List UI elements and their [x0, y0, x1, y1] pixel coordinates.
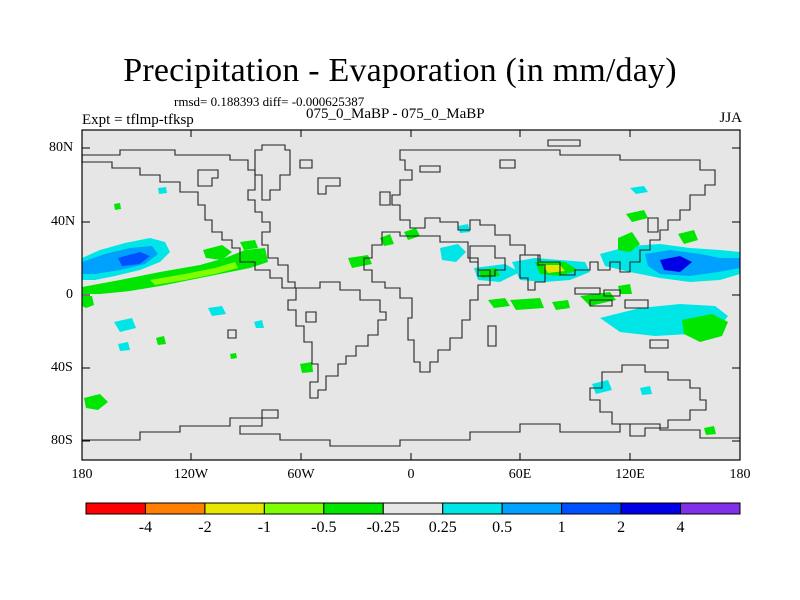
- anomaly-green-indonesia-south: [618, 284, 632, 294]
- anomaly-green-dot-2: [230, 353, 237, 359]
- anomaly-green-south-pacific-3: [704, 426, 716, 435]
- anomaly-green-europe: [404, 228, 420, 240]
- colorbar-label: -2: [198, 519, 212, 536]
- colorbar-swatch: [561, 502, 622, 515]
- anomaly-green-north-atlantic: [380, 234, 394, 246]
- anomaly-cyan-south-indian: [640, 386, 652, 395]
- coast-northern-islands: [419, 139, 581, 173]
- colorbar-label: 4: [676, 519, 685, 536]
- coast-pacific-islands: [227, 329, 237, 339]
- season-label: JJA: [719, 110, 742, 126]
- lat-label-80s: 80S: [51, 433, 73, 448]
- coast-south-america: [287, 281, 387, 399]
- anomaly-green-spcz: [682, 314, 728, 342]
- coast-hudson: [197, 169, 219, 187]
- colorbar-swatch: [144, 502, 206, 515]
- anomaly-green-west-edge: [82, 296, 94, 308]
- axis-ticks: [82, 130, 740, 460]
- colorbar-label: 2: [617, 519, 626, 536]
- case-label: 075_0_MaBP - 075_0_MaBP: [306, 106, 485, 122]
- anomaly-green-north-pacific: [626, 210, 648, 222]
- colorbar-swatch: [85, 502, 146, 515]
- anomaly-darkblue-east-pacific: [118, 252, 150, 266]
- coast-canadian-arctic: [299, 159, 341, 195]
- left-ticks: [82, 147, 90, 442]
- lon-label-60w: 60W: [287, 467, 315, 482]
- colorbar: [85, 502, 741, 515]
- anomaly-green-equatorial-indian-1: [488, 298, 510, 308]
- coast-japan: [647, 217, 659, 233]
- lon-label-180w: 180: [71, 467, 93, 482]
- anomaly-green-dot-1: [114, 203, 121, 210]
- lat-label-40n: 40N: [51, 214, 76, 229]
- anomaly-cyan-east-africa: [458, 224, 470, 233]
- right-ticks: [732, 147, 740, 442]
- lon-label-0: 0: [407, 467, 415, 482]
- lat-label-40s: 40S: [51, 360, 73, 375]
- experiment-label: Expt = tflmp-tfksp: [82, 112, 194, 128]
- colorbar-label: 0.5: [492, 519, 513, 536]
- coast-africa: [363, 231, 491, 373]
- colorbar-swatch: [442, 502, 503, 515]
- anomaly-fields: [82, 186, 740, 435]
- map-background: [82, 130, 740, 460]
- anomaly-cyan-siberia: [630, 186, 648, 194]
- anomaly-green-south-pacific-1: [156, 336, 166, 345]
- anomaly-green-small-1: [240, 240, 258, 250]
- colorbar-label: 0.25: [428, 519, 457, 536]
- coast-greenland: [254, 144, 291, 201]
- lon-label-180e: 180: [729, 467, 751, 482]
- coast-indonesia: [574, 287, 649, 309]
- anomaly-cyan-south-pacific-1: [114, 318, 136, 332]
- rmsd-stats: rmsd= 0.188393 diff= -0.000625387: [174, 94, 365, 109]
- coast-antarctica: [82, 409, 740, 447]
- anomaly-darkblue-west-pacific: [660, 256, 692, 272]
- anomaly-cyan-africa: [440, 244, 466, 262]
- lon-label-60e: 60E: [508, 467, 532, 482]
- anomaly-green-philippines: [618, 232, 640, 252]
- colorbar-swatch: [620, 502, 682, 515]
- anomaly-cyan-south-pacific-2: [118, 342, 130, 351]
- colorbar-swatch: [680, 502, 741, 515]
- anomaly-cyan-south-pacific-3: [208, 306, 226, 316]
- lon-label-120e: 120E: [615, 467, 645, 482]
- anomaly-green-east-asia: [678, 230, 698, 244]
- colorbar-label: -0.5: [311, 519, 337, 536]
- bottom-ticks: [190, 453, 631, 460]
- top-ticks: [190, 130, 631, 137]
- colorbar-label: 1: [557, 519, 566, 536]
- colorbar-swatch: [382, 502, 444, 515]
- coast-eurasia: [391, 149, 716, 276]
- colorbar-label: -4: [138, 519, 153, 536]
- lon-label-120w: 120W: [173, 467, 209, 482]
- colorbar-label: -1: [257, 519, 272, 536]
- anomaly-green-south-atlantic: [300, 362, 313, 373]
- colorbar-swatch: [323, 502, 384, 515]
- coast-india: [519, 254, 546, 291]
- anomaly-green-equatorial-indian-3: [552, 300, 570, 310]
- anomaly-green-central-america: [203, 245, 232, 260]
- lat-label-80n: 80N: [49, 140, 74, 155]
- colorbar-label: -0.25: [366, 519, 400, 536]
- coastlines: [81, 139, 740, 447]
- anomaly-green-equatorial-indian-2: [510, 298, 544, 310]
- coast-new-guinea: [649, 339, 669, 349]
- coast-british-isles: [379, 191, 391, 206]
- coast-north-america: [81, 149, 296, 289]
- coast-australia: [589, 364, 707, 437]
- anomaly-cyan-south-pacific-4: [254, 320, 264, 328]
- anomaly-green-south-pacific-2: [84, 394, 108, 410]
- plot-title: Precipitation - Evaporation (in mm/day): [123, 52, 677, 89]
- coast-madagascar: [487, 325, 497, 347]
- lat-label-0: 0: [66, 287, 73, 302]
- anomaly-lightgreen-pacific-band: [150, 262, 238, 285]
- colorbar-swatch: [263, 502, 325, 515]
- colorbar-swatch: [204, 502, 265, 515]
- coast-arabia: [469, 245, 506, 277]
- coast-south-america-inner: [305, 311, 317, 323]
- colorbar-swatch: [501, 502, 563, 515]
- anomaly-cyan-dot-1: [158, 187, 167, 194]
